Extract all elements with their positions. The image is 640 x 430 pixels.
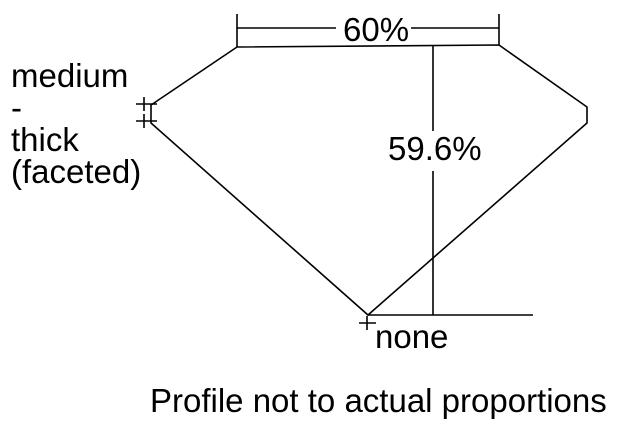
girdle-thickness-ticks	[136, 97, 157, 128]
culet-label: none	[375, 318, 449, 355]
table-width-dimension	[236, 14, 500, 47]
depth-percentage-label: 59.6%	[388, 130, 482, 167]
diamond-outline	[150, 44, 588, 317]
table-width-label: 60%	[343, 11, 410, 48]
girdle-thickness-label: medium - thick (faceted)	[11, 57, 142, 190]
culet-tick	[359, 316, 376, 330]
caption: Profile not to actual proportions	[150, 382, 607, 419]
